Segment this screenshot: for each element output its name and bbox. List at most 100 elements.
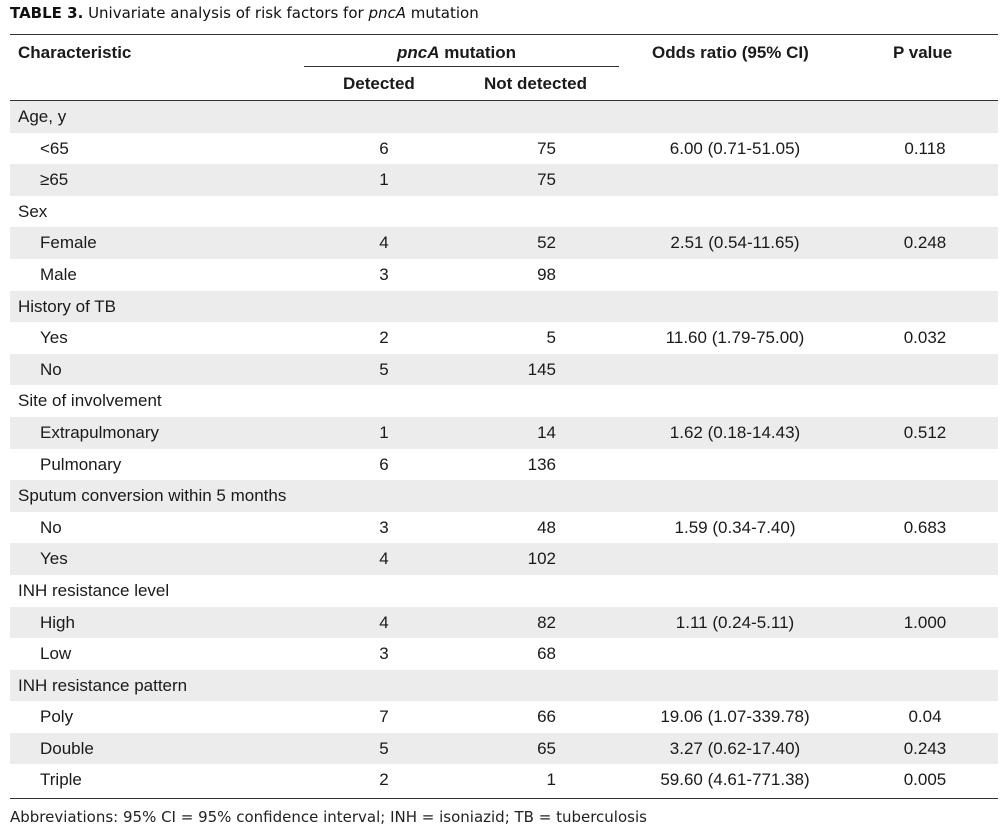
cell-characteristic: INH resistance pattern [18, 675, 188, 695]
cell-not-detected: 145 [527, 359, 556, 379]
cell-not-detected: 68 [537, 644, 556, 664]
cell-detected: 3 [379, 644, 389, 664]
cell-not-detected: 1 [546, 770, 556, 790]
table-row: ≥65 1 75 [10, 164, 998, 196]
header-not-detected: Not detected [484, 74, 587, 93]
cell-p-value: 0.005 [903, 770, 947, 790]
table-row-category: INH resistance pattern [10, 669, 998, 702]
header-detected: Detected [343, 74, 415, 93]
cell-characteristic: Low [40, 644, 72, 664]
cell-not-detected: 66 [537, 707, 556, 727]
table-header: Characteristic pncA mutation Detected No… [10, 34, 998, 100]
cell-characteristic: <65 [40, 138, 69, 158]
caption-label: TABLE 3. [10, 4, 84, 22]
table-row: Triple 2 1 59.60 (4.61-771.38) 0.005 [10, 764, 998, 796]
cell-detected: 2 [379, 328, 389, 348]
cell-characteristic: ≥65 [40, 170, 69, 190]
header-rule [10, 100, 998, 101]
cell-not-detected: 52 [537, 233, 556, 253]
cell-not-detected: 5 [546, 328, 556, 348]
table-caption: TABLE 3. Univariate analysis of risk fac… [10, 4, 479, 22]
table-row: Low 3 68 [10, 638, 998, 670]
table-row: Female 4 52 2.51 (0.54-11.65) 0.248 [10, 227, 998, 259]
cell-p-value: 0.243 [903, 738, 947, 758]
cell-detected: 5 [379, 359, 389, 379]
cell-p-value: 0.683 [903, 517, 947, 537]
cell-detected: 5 [379, 738, 389, 758]
table-row-category: Sputum conversion within 5 months [10, 480, 998, 512]
cell-detected: 4 [379, 612, 389, 632]
table-row-category: Age, y [10, 101, 998, 133]
cell-detected: 7 [379, 707, 389, 727]
cell-p-value: 1.000 [903, 612, 947, 632]
cell-characteristic: Triple [40, 770, 82, 790]
table-row-category: History of TB [10, 290, 998, 323]
cell-not-detected: 65 [537, 738, 556, 758]
cell-characteristic: High [40, 612, 75, 632]
cell-detected: 4 [379, 233, 389, 253]
caption-tail: mutation [410, 4, 479, 22]
table-row: No 3 48 1.59 (0.34-7.40) 0.683 [10, 512, 998, 544]
cell-characteristic: Pulmonary [40, 454, 122, 474]
cell-characteristic: Sputum conversion within 5 months [18, 486, 287, 506]
table-row: Extrapulmonary 1 14 1.62 (0.18-14.43) 0.512 [10, 416, 998, 449]
cell-not-detected: 75 [537, 138, 556, 158]
group-rule [304, 66, 619, 67]
cell-characteristic: Double [40, 738, 94, 758]
header-characteristic: Characteristic [18, 43, 132, 62]
header-group: pncA mutation [397, 43, 516, 63]
cell-characteristic: Yes [40, 328, 68, 348]
cell-not-detected: 102 [527, 549, 556, 569]
table-row: <65 6 75 6.00 (0.71-51.05) 0.118 [10, 133, 998, 165]
cell-p-value: 0.248 [903, 233, 947, 253]
table-row: Yes 2 5 11.60 (1.79-75.00) 0.032 [10, 322, 998, 354]
cell-characteristic: Male [40, 264, 77, 284]
cell-detected: 1 [379, 422, 389, 442]
cell-odds-ratio: 6.00 (0.71-51.05) [669, 138, 801, 158]
cell-not-detected: 98 [537, 264, 556, 284]
cell-not-detected: 82 [537, 612, 556, 632]
cell-characteristic: Site of involvement [18, 391, 162, 411]
table-row: Male 3 98 [10, 259, 998, 291]
caption-text: Univariate analysis of risk factors for [88, 4, 364, 22]
cell-detected: 6 [379, 454, 389, 474]
header-group-tail: mutation [444, 43, 517, 62]
cell-not-detected: 136 [527, 454, 556, 474]
cell-characteristic: Age, y [18, 107, 67, 126]
table-row: No 5 145 [10, 353, 998, 386]
cell-odds-ratio: 59.60 (4.61-771.38) [660, 770, 810, 790]
table-row: Yes 4 102 [10, 543, 998, 575]
cell-not-detected: 75 [537, 170, 556, 190]
bottom-rule [10, 798, 998, 799]
cell-not-detected: 14 [537, 422, 556, 442]
cell-odds-ratio: 11.60 (1.79-75.00) [665, 328, 805, 348]
cell-odds-ratio: 1.62 (0.18-14.43) [669, 422, 801, 442]
cell-p-value: 0.512 [903, 422, 947, 442]
cell-characteristic: INH resistance level [18, 580, 170, 600]
cell-characteristic: History of TB [18, 296, 116, 316]
cell-characteristic: No [40, 517, 62, 537]
cell-p-value: 0.118 [904, 138, 946, 158]
cell-detected: 1 [379, 170, 389, 190]
cell-detected: 6 [379, 138, 389, 158]
table-row-category: Sex [10, 196, 998, 228]
table-row: High 4 82 1.11 (0.24-5.11) 1.000 [10, 606, 998, 639]
table-body: Age, y <65 6 75 6.00 (0.71-51.05) 0.118 ≥65 1 75… [10, 101, 998, 796]
cell-p-value: 0.04 [908, 707, 942, 727]
cell-characteristic: Female [40, 233, 97, 253]
header-p-value: P value [893, 43, 953, 62]
cell-characteristic: Yes [40, 549, 68, 569]
caption-gene: pncA [368, 4, 407, 22]
cell-odds-ratio: 1.59 (0.34-7.40) [674, 517, 796, 537]
table-row-category: INH resistance level [10, 575, 998, 607]
cell-detected: 3 [379, 264, 389, 284]
cell-detected: 3 [379, 517, 389, 537]
cell-odds-ratio: 2.51 (0.54-11.65) [670, 233, 800, 253]
cell-detected: 4 [379, 549, 389, 569]
cell-odds-ratio: 1.11 (0.24-5.11) [675, 612, 795, 632]
cell-odds-ratio: 19.06 (1.07-339.78) [660, 707, 810, 727]
table-row: Poly 7 66 19.06 (1.07-339.78) 0.04 [10, 701, 998, 733]
cell-detected: 2 [379, 770, 389, 790]
table-row: Pulmonary 6 136 [10, 449, 998, 481]
cell-not-detected: 48 [537, 517, 556, 537]
